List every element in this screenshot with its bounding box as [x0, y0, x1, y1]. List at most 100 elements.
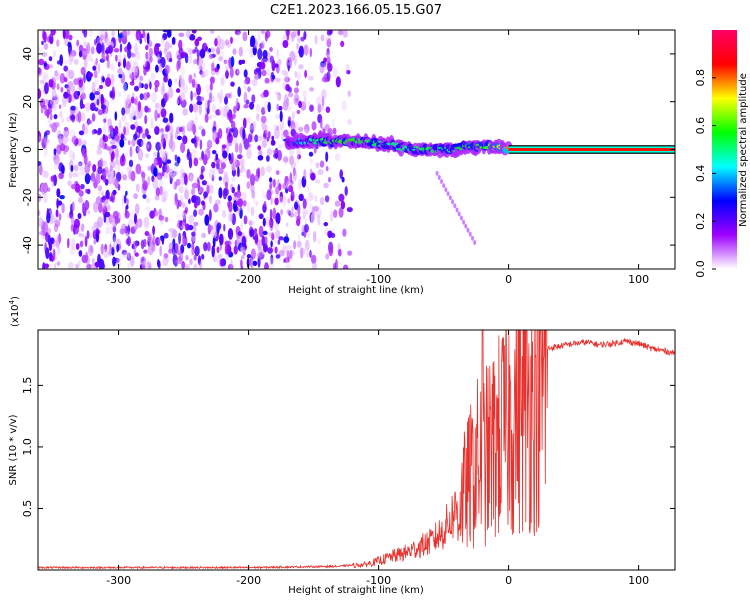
noise-speckle: [271, 135, 275, 141]
snr-y-multiplier: (x104): [8, 296, 21, 327]
noise-speckle: [223, 60, 230, 72]
noise-speckle: [178, 53, 181, 60]
noise-speckle: [216, 41, 221, 51]
noise-speckle: [276, 103, 280, 112]
noise-speckle: [265, 124, 268, 136]
noise-speckle: [43, 170, 49, 179]
noise-speckle: [277, 92, 282, 101]
noise-speckle: [83, 154, 88, 165]
noise-speckle: [231, 213, 236, 226]
noise-speckle: [92, 65, 97, 71]
noise-speckle: [137, 101, 142, 112]
noise-speckle: [211, 174, 215, 182]
noise-speckle: [315, 179, 321, 184]
noise-speckle: [285, 84, 290, 92]
noise-speckle: [228, 153, 231, 161]
noise-speckle: [286, 222, 289, 227]
noise-speckle: [243, 104, 249, 109]
noise-speckle: [153, 44, 160, 56]
noise-speckle: [94, 91, 100, 96]
noise-speckle: [142, 194, 147, 199]
noise-speckle: [270, 197, 273, 205]
noise-speckle: [274, 222, 279, 231]
noise-speckle: [242, 31, 248, 42]
noise-speckle: [266, 148, 273, 156]
noise-speckle: [246, 143, 251, 148]
noise-speckle: [38, 58, 45, 66]
noise-speckle: [191, 182, 198, 189]
noise-speckle: [279, 110, 283, 123]
noise-speckle: [71, 172, 78, 178]
noise-speckle: [297, 153, 301, 160]
signal-tail: [440, 179, 443, 184]
x-tick-label: 100: [628, 574, 649, 587]
noise-speckle: [303, 96, 307, 106]
noise-speckle: [107, 59, 110, 69]
noise-speckle: [293, 93, 300, 106]
noise-speckle: [82, 123, 86, 132]
noise-speckle: [82, 48, 87, 60]
noise-speckle: [317, 169, 324, 176]
noise-speckle: [144, 61, 150, 70]
noise-speckle: [232, 157, 238, 165]
noise-speckle: [289, 172, 293, 184]
noise-speckle: [51, 98, 55, 109]
y-tick-label: 0: [21, 146, 34, 153]
noise-speckle: [66, 69, 71, 78]
noise-speckle: [93, 221, 100, 230]
noise-speckle: [193, 254, 197, 261]
noise-speckle: [39, 98, 46, 108]
noise-speckle: [104, 243, 108, 253]
noise-speckle: [334, 200, 341, 207]
noise-speckle: [67, 81, 74, 87]
noise-speckle: [346, 70, 351, 75]
noise-speckle: [67, 41, 72, 48]
noise-speckle: [199, 261, 203, 269]
noise-speckle: [188, 48, 194, 55]
noise-speckle: [158, 62, 163, 73]
colorbar-gradient: [712, 30, 737, 269]
noise-speckle: [249, 101, 255, 110]
signal-line-core: [508, 148, 675, 151]
noise-speckle: [53, 262, 57, 269]
noise-speckle: [254, 229, 257, 236]
noise-speckle: [137, 145, 141, 153]
noise-speckle: [202, 60, 206, 71]
noise-speckle: [101, 190, 104, 198]
noise-speckle: [193, 263, 198, 269]
noise-speckle: [56, 261, 61, 266]
noise-speckle: [124, 46, 129, 53]
noise-speckle: [124, 121, 130, 129]
noise-speckle: [152, 235, 156, 247]
signal-tail: [471, 235, 474, 241]
signal-tail: [442, 183, 446, 189]
noise-speckle: [132, 240, 138, 250]
snr-panel: -300 -200 -100 0 100 0.5 1.0 1.5 Height of str…: [8, 296, 676, 596]
noise-speckle: [50, 30, 56, 36]
noise-speckle: [75, 167, 79, 172]
noise-speckle: [91, 113, 96, 122]
noise-speckle: [287, 198, 291, 204]
noise-speckle: [129, 112, 134, 122]
noise-speckle: [200, 187, 204, 193]
noise-speckle: [193, 224, 197, 233]
noise-speckle: [56, 83, 60, 90]
noise-speckle: [124, 104, 131, 115]
noise-speckle: [231, 186, 235, 194]
noise-speckle: [297, 36, 301, 44]
noise-speckle: [289, 155, 295, 166]
noise-speckle: [234, 30, 241, 36]
noise-speckle: [319, 160, 325, 168]
noise-speckle: [78, 161, 83, 167]
noise-speckle: [140, 140, 147, 148]
noise-speckle: [229, 67, 234, 79]
noise-speckle: [194, 201, 198, 209]
noise-speckle: [301, 224, 305, 236]
noise-speckle: [228, 211, 234, 223]
noise-speckle: [181, 67, 185, 78]
noise-speckle: [89, 92, 95, 101]
noise-speckle: [224, 39, 230, 46]
noise-speckle: [133, 225, 137, 230]
noise-speckle: [166, 159, 171, 164]
noise-speckle: [162, 150, 169, 163]
